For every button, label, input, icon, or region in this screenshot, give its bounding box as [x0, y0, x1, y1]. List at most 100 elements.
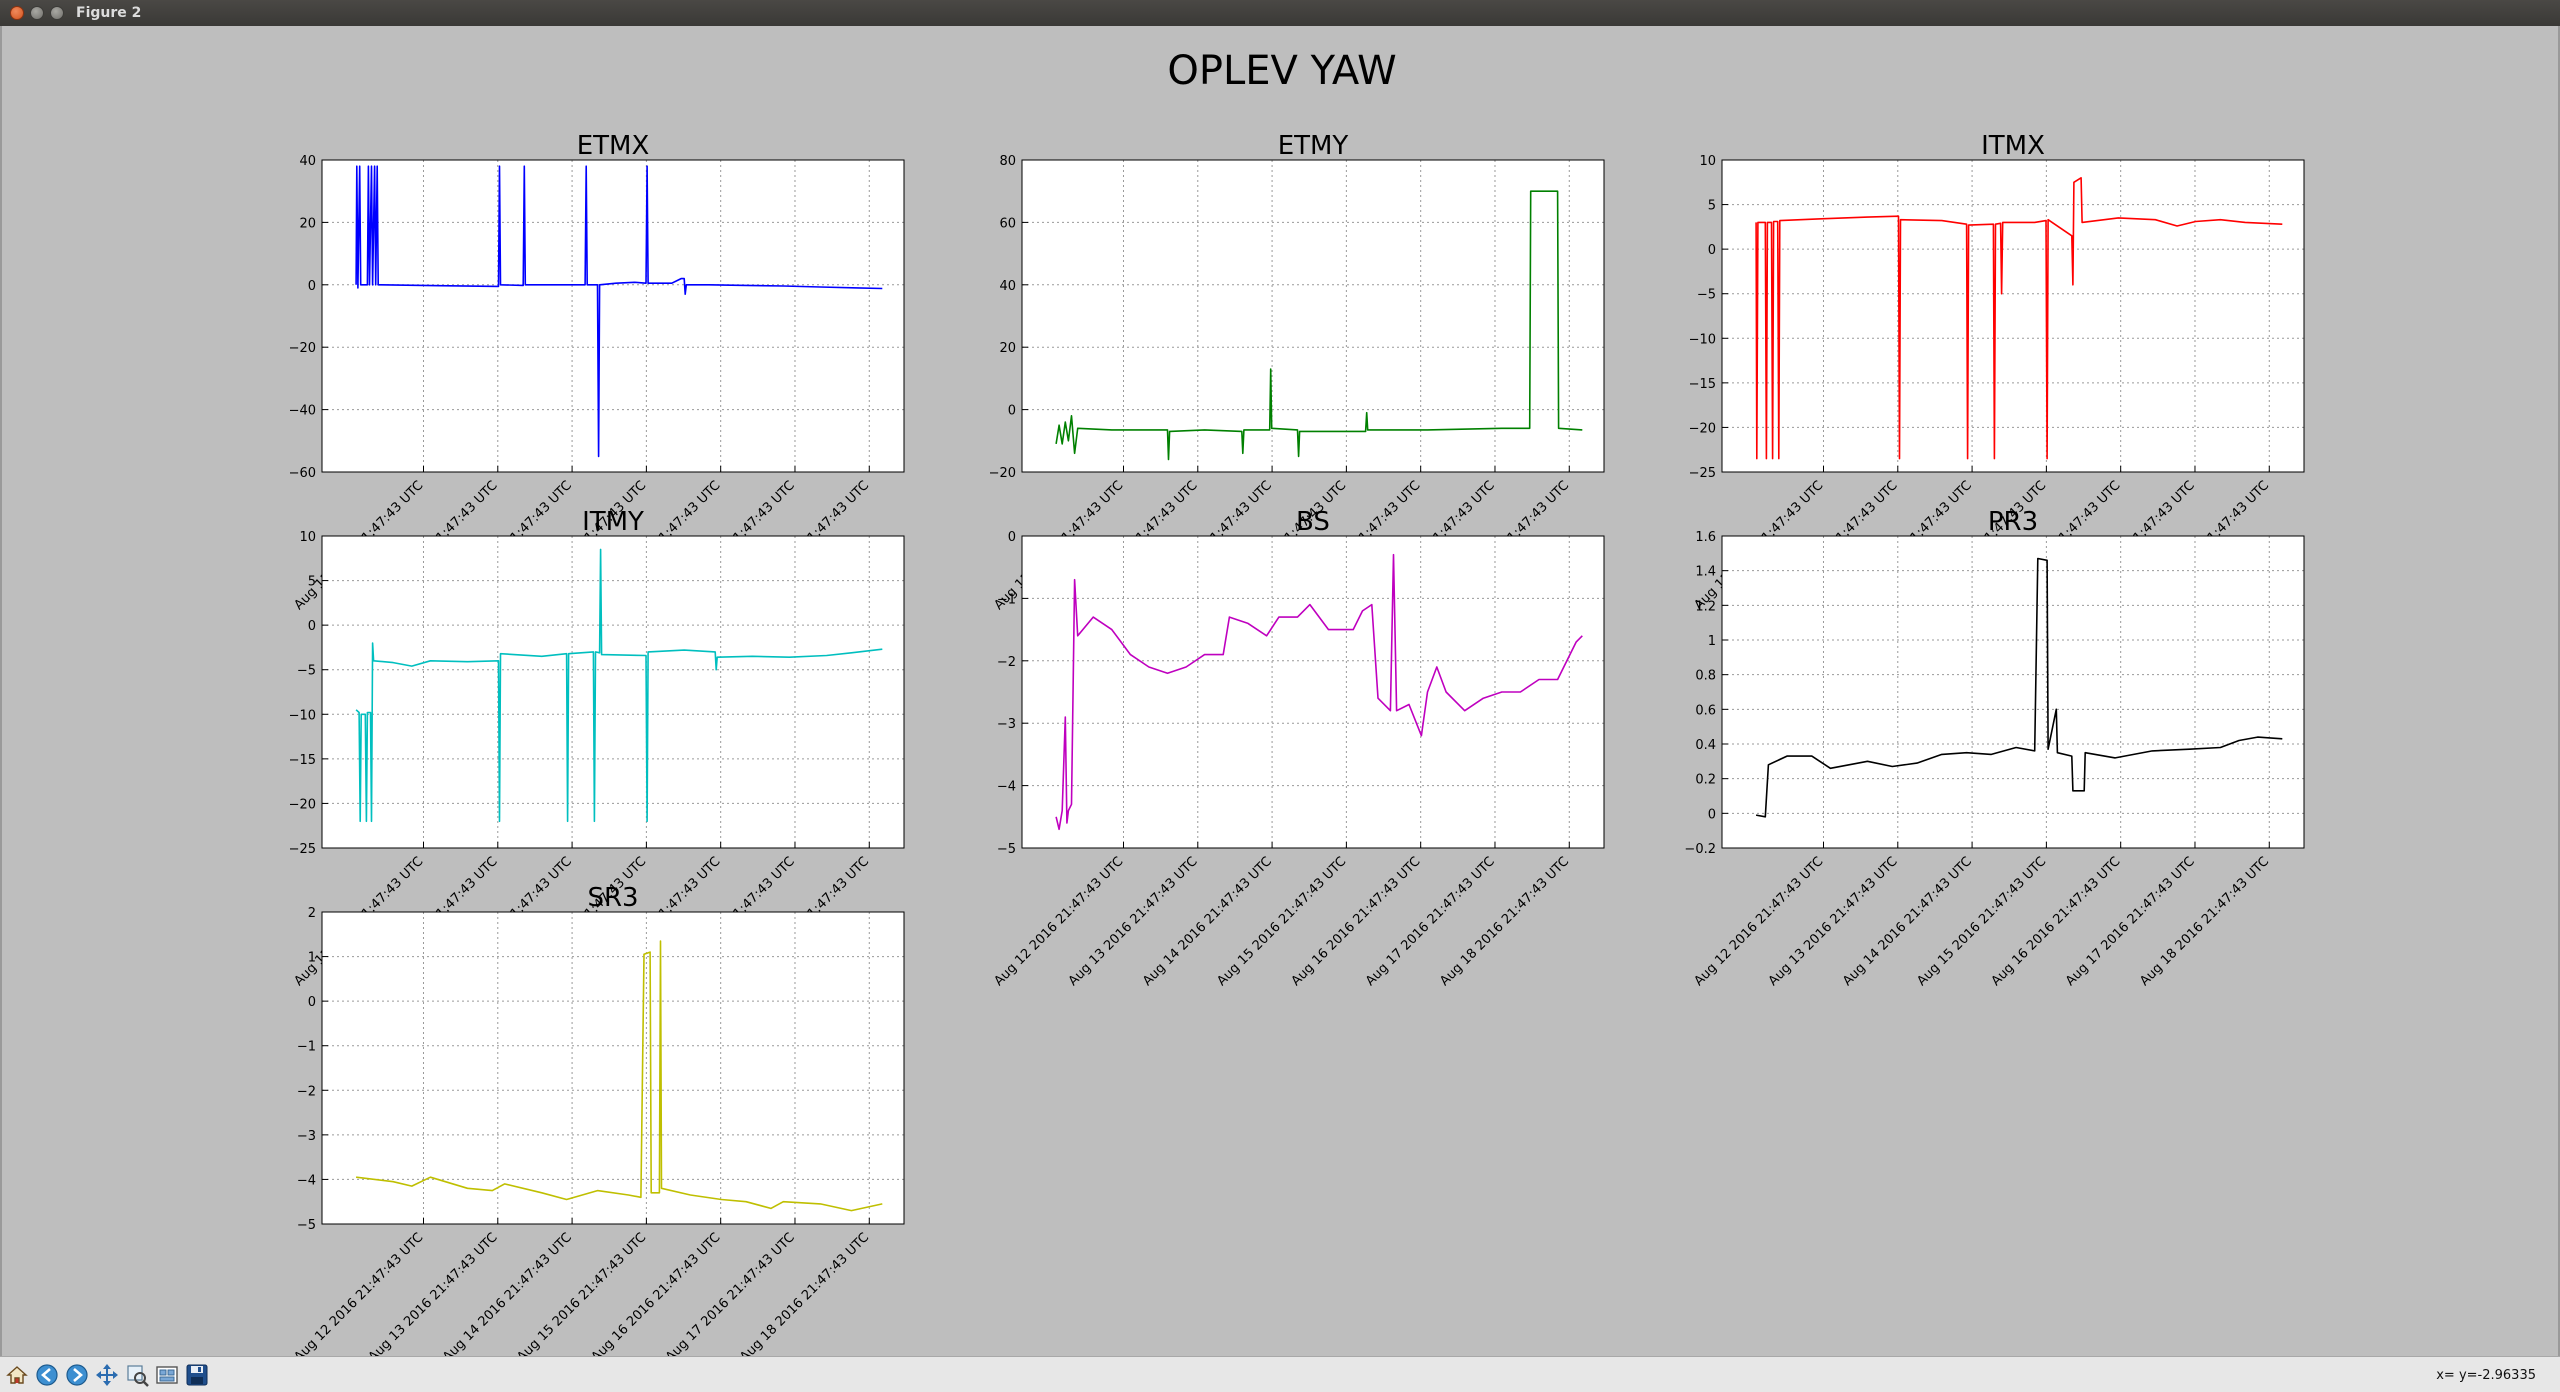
maximize-window-button[interactable] — [50, 6, 64, 20]
y-tick-label: 0 — [308, 279, 316, 294]
minimize-window-button[interactable] — [30, 6, 44, 20]
x-tick-label: Aug 16 2016 21:47:43 UTC — [1289, 854, 1424, 989]
plot-frame — [1721, 535, 2305, 849]
y-tick-label: −15 — [1689, 377, 1716, 392]
y-tick-label: 1.6 — [1695, 530, 1716, 545]
y-tick-label: −60 — [289, 466, 316, 481]
plot-area — [322, 912, 904, 1224]
subplot-title: PR3 — [1988, 507, 2038, 537]
x-tick-label: Aug 13 2016 21:47:43 UTC — [1066, 854, 1201, 989]
y-tick-label: −4 — [997, 780, 1016, 795]
plot-area — [1722, 160, 2304, 472]
y-tick-label: 0 — [308, 995, 316, 1010]
x-tick-label: Aug 12 2016 21:47:43 UTC — [291, 1230, 426, 1356]
y-tick-label: −40 — [289, 404, 316, 419]
window-title: Figure 2 — [76, 5, 142, 21]
window-titlebar: Figure 2 — [0, 0, 2560, 26]
y-tick-label: 60 — [999, 216, 1016, 231]
x-tick-label: Aug 12 2016 21:47:43 UTC — [1691, 854, 1826, 989]
y-tick-label: −5 — [1697, 288, 1716, 303]
close-window-button[interactable] — [10, 6, 24, 20]
x-tick-label: Aug 15 2016 21:47:43 UTC — [1914, 854, 2049, 989]
y-tick-label: −4 — [297, 1173, 316, 1188]
series-line-etmx — [355, 165, 883, 458]
plot-area — [1722, 536, 2304, 848]
plot-frame — [1021, 159, 1605, 473]
forward-arrow-icon[interactable] — [64, 1362, 90, 1388]
y-tick-label: −2 — [297, 1084, 316, 1099]
y-tick-label: 0 — [1008, 530, 1016, 545]
subplot-title: ETMY — [1278, 131, 1349, 161]
configure-subplots-icon[interactable] — [154, 1362, 180, 1388]
y-tick-label: −15 — [289, 753, 316, 768]
y-tick-label: 0 — [1708, 243, 1716, 258]
series-line-bs — [1055, 553, 1583, 831]
y-tick-label: 80 — [999, 154, 1016, 169]
y-tick-label: −2 — [997, 655, 1016, 670]
y-tick-label: 5 — [308, 575, 316, 590]
x-tick-label: Aug 18 2016 21:47:43 UTC — [1437, 854, 1572, 989]
plot-frame — [1721, 159, 2305, 473]
x-tick-label: Aug 14 2016 21:47:43 UTC — [1140, 854, 1275, 989]
y-tick-label: −20 — [1689, 421, 1716, 436]
zoom-icon[interactable] — [124, 1362, 150, 1388]
y-tick-label: −20 — [989, 466, 1016, 481]
y-tick-label: −1 — [297, 1040, 316, 1055]
x-tick-label: Aug 14 2016 21:47:43 UTC — [440, 1230, 575, 1356]
y-tick-label: 1 — [308, 951, 316, 966]
y-tick-label: −3 — [997, 717, 1016, 732]
pan-icon[interactable] — [94, 1362, 120, 1388]
plot-area — [322, 536, 904, 848]
y-tick-label: −10 — [289, 708, 316, 723]
y-tick-label: −10 — [1689, 332, 1716, 347]
navigation-toolbar: x= y=-2.96335 — [0, 1356, 2560, 1392]
y-tick-label: −5 — [997, 842, 1016, 857]
y-tick-label: 1 — [1708, 634, 1716, 649]
x-tick-label: Aug 12 2016 21:47:43 UTC — [991, 854, 1126, 989]
back-arrow-icon[interactable] — [34, 1362, 60, 1388]
y-tick-label: 10 — [299, 530, 316, 545]
plot-frame — [321, 911, 905, 1225]
y-tick-label: 0.6 — [1695, 703, 1716, 718]
subplot-title: ITMX — [1981, 131, 2045, 161]
x-tick-label: Aug 13 2016 21:47:43 UTC — [1766, 854, 1901, 989]
series-line-sr3 — [356, 940, 883, 1212]
plot-frame — [321, 535, 905, 849]
home-icon[interactable] — [4, 1362, 30, 1388]
y-tick-label: 5 — [1708, 199, 1716, 214]
y-tick-label: −3 — [297, 1129, 316, 1144]
plot-area — [322, 160, 904, 472]
x-tick-label: Aug 17 2016 21:47:43 UTC — [663, 1230, 798, 1356]
y-tick-label: 0.8 — [1695, 669, 1716, 684]
y-tick-label: −25 — [1689, 466, 1716, 481]
cursor-coordinates-readout: x= y=-2.96335 — [2436, 1368, 2536, 1383]
y-tick-label: 20 — [299, 216, 316, 231]
plot-frame — [1021, 535, 1605, 849]
y-tick-label: −5 — [297, 664, 316, 679]
y-tick-label: 0.4 — [1695, 738, 1716, 753]
series-line-itmy — [355, 548, 883, 823]
series-line-etmy — [1055, 190, 1583, 461]
save-icon[interactable] — [184, 1362, 210, 1388]
x-tick-label: Aug 13 2016 21:47:43 UTC — [366, 1230, 501, 1356]
series-line-itmx — [1755, 177, 2283, 460]
plot-area — [1022, 160, 1604, 472]
y-tick-label: 0 — [1708, 807, 1716, 822]
x-tick-label: Aug 15 2016 21:47:43 UTC — [514, 1230, 649, 1356]
series-line-pr3 — [1755, 557, 2283, 818]
y-tick-label: −0.2 — [1684, 842, 1716, 857]
y-tick-label: −20 — [289, 797, 316, 812]
x-tick-label: Aug 14 2016 21:47:43 UTC — [1840, 854, 1975, 989]
x-tick-label: Aug 17 2016 21:47:43 UTC — [2063, 854, 2198, 989]
plot-frame — [321, 159, 905, 473]
subplot-title: ETMX — [577, 131, 650, 161]
y-tick-label: 40 — [999, 279, 1016, 294]
x-tick-label: Aug 16 2016 21:47:43 UTC — [1989, 854, 2124, 989]
figure-title: OPLEV YAW — [1167, 48, 1396, 94]
y-tick-label: 0 — [308, 619, 316, 634]
